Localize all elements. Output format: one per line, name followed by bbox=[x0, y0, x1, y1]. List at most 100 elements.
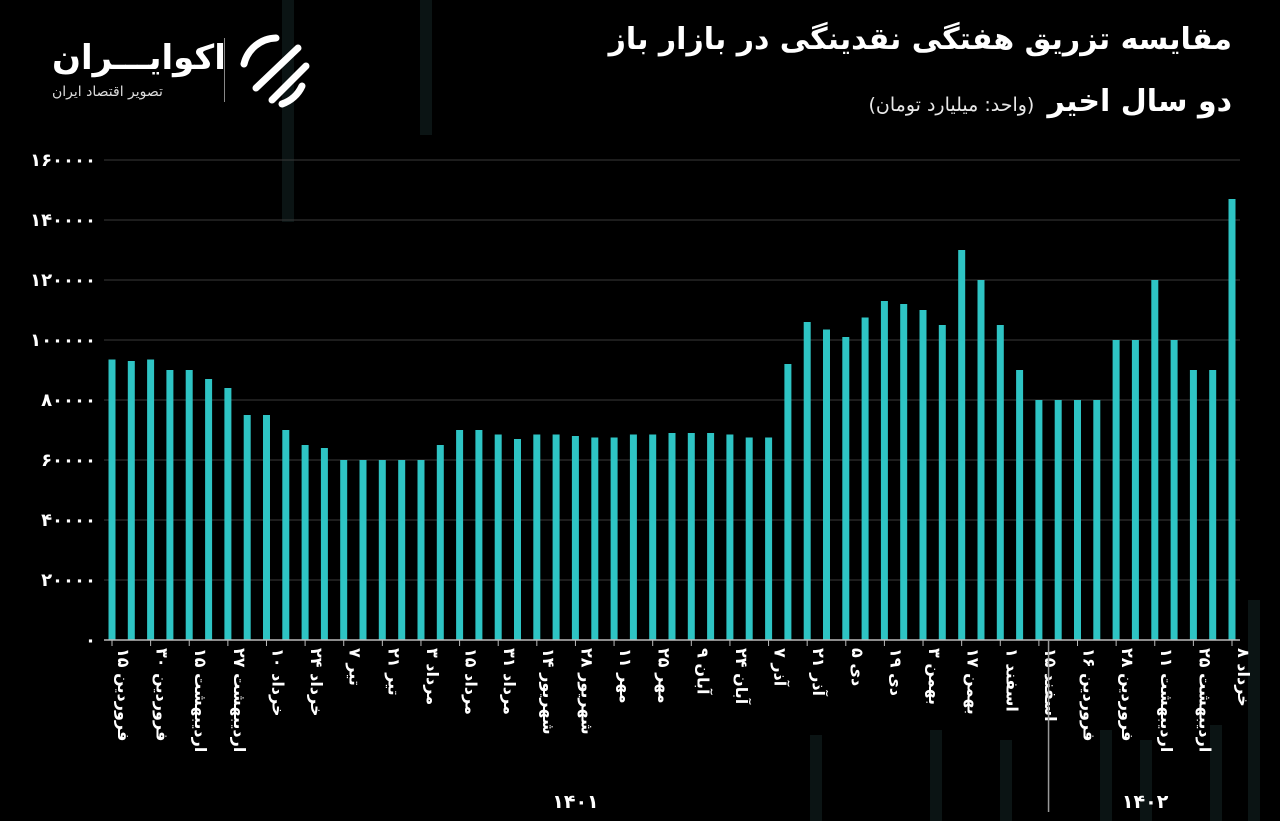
x-tick-label: ۱۱ اردیبهشت bbox=[1157, 648, 1176, 752]
brand-name: اکوایـــران bbox=[52, 38, 226, 78]
year-label: ۱۴۰۱ bbox=[552, 791, 598, 813]
x-tick-label: ۱ اسفند bbox=[1002, 648, 1021, 712]
bar bbox=[880, 301, 888, 640]
logo-mark-icon bbox=[240, 34, 310, 108]
bar bbox=[687, 433, 695, 640]
bar bbox=[475, 430, 483, 640]
axes bbox=[104, 639, 1240, 646]
bar bbox=[1112, 340, 1120, 640]
bar bbox=[938, 325, 946, 640]
x-tick-label: ۱۱ مهر bbox=[616, 648, 635, 704]
bar bbox=[1209, 370, 1217, 640]
bar bbox=[359, 460, 367, 640]
bar bbox=[1035, 400, 1043, 640]
bar bbox=[533, 434, 541, 640]
bar bbox=[1054, 400, 1062, 640]
bar bbox=[1074, 400, 1081, 640]
bar bbox=[166, 370, 174, 640]
chart-title-line2: دو سال اخیر bbox=[1047, 84, 1232, 119]
x-tick-label: ۲۱ تیر bbox=[384, 648, 403, 696]
x-tick-label: ۳ بهمن bbox=[925, 648, 944, 705]
x-tick-label: ۲۸ شهریور bbox=[577, 648, 596, 735]
x-tick-label: ۵ دی bbox=[848, 648, 867, 686]
bar bbox=[1016, 370, 1024, 640]
bar bbox=[205, 379, 213, 640]
bar bbox=[301, 445, 309, 640]
bar bbox=[591, 437, 599, 640]
x-tick-label: ۲۸ فروردین bbox=[1118, 648, 1137, 741]
x-tick-label: ۱۵ اسفند bbox=[1041, 648, 1060, 722]
unit-label: (واحد: میلیارد تومان) bbox=[868, 94, 1035, 116]
ecoiran-logo bbox=[240, 34, 310, 108]
x-tick-label: ۸ خرداد bbox=[1234, 648, 1253, 707]
bar bbox=[224, 388, 232, 640]
y-tick-label: ۱۲۰۰۰۰ bbox=[30, 270, 96, 291]
bar bbox=[108, 359, 116, 640]
y-tick-label: ۰ bbox=[85, 630, 96, 651]
bar bbox=[436, 445, 444, 640]
bar bbox=[185, 370, 193, 640]
y-tick-label: ۲۰۰۰۰ bbox=[41, 570, 96, 591]
x-tick-label: ۱۹ دی bbox=[886, 648, 905, 696]
x-tick-label: ۱۰ خرداد bbox=[268, 648, 287, 717]
x-tick-label: ۱۵ اردیبهشت bbox=[191, 648, 210, 752]
bar bbox=[147, 359, 155, 640]
bar bbox=[1228, 199, 1236, 640]
x-tick-label: ۳۱ مرداد bbox=[500, 648, 519, 715]
bar bbox=[282, 430, 290, 640]
x-tick-label: ۲۵ مهر bbox=[655, 648, 674, 704]
bar bbox=[861, 317, 869, 640]
year-groups: ۱۴۰۱ ۱۴۰۲ bbox=[552, 640, 1169, 813]
chart-title: مقایسه تزریق هفتگی نقدینگی در بازار باز bbox=[608, 22, 1232, 57]
x-tick-label: ۲۱ آذر bbox=[809, 648, 829, 697]
bar bbox=[514, 439, 521, 640]
x-tick-label: ۱۵ فروردین bbox=[114, 648, 133, 741]
chart-subtitle: دو سال اخیر (واحد: میلیارد تومان) bbox=[868, 84, 1232, 119]
bar bbox=[243, 415, 251, 640]
y-tick-label: ۱۶۰۰۰۰ bbox=[30, 150, 96, 171]
y-tick-label: ۶۰۰۰۰ bbox=[41, 450, 96, 471]
x-tick-labels: ۱۵ فروردین ۳۰ فروردین ۱۵ اردیبهشت ۲۷ اردیبه… bbox=[114, 648, 1253, 752]
bar bbox=[263, 415, 270, 640]
brand-tagline: تصویر اقتصاد ایران bbox=[52, 84, 163, 100]
x-tick-label: ۱۷ بهمن bbox=[964, 648, 983, 715]
bar bbox=[803, 322, 811, 640]
bar bbox=[823, 329, 830, 640]
bar bbox=[649, 434, 657, 640]
bar bbox=[629, 434, 637, 640]
x-tick-label: ۳ مرداد bbox=[423, 648, 442, 705]
x-tick-label: ۲۵ اردیبهشت bbox=[1195, 648, 1214, 752]
bar bbox=[320, 448, 328, 640]
bar bbox=[842, 337, 850, 640]
bar bbox=[1131, 340, 1139, 640]
bar bbox=[398, 460, 406, 640]
bar bbox=[552, 434, 560, 640]
year-label: ۱۴۰۲ bbox=[1122, 791, 1169, 813]
bar bbox=[456, 430, 464, 640]
bar bbox=[571, 436, 579, 640]
bar bbox=[996, 325, 1004, 640]
x-tick-label: ۲۴ آبان bbox=[732, 648, 752, 705]
bar bbox=[417, 460, 425, 640]
y-tick-label: ۴۰۰۰۰ bbox=[41, 510, 96, 531]
y-tick-label: ۸۰۰۰۰ bbox=[41, 390, 96, 411]
x-tick-label: ۱۵ مرداد bbox=[462, 648, 481, 715]
x-tick-label: ۲۴ خرداد bbox=[307, 648, 326, 717]
bars bbox=[108, 199, 1236, 640]
bar bbox=[900, 304, 908, 640]
bar bbox=[707, 433, 715, 640]
x-tick-label: ۷ تیر bbox=[346, 648, 365, 686]
x-tick-label: ۱۶ فروردین bbox=[1080, 648, 1099, 741]
x-tick-label: ۱۴ شهریور bbox=[539, 648, 558, 735]
bar bbox=[378, 460, 386, 640]
bar bbox=[745, 437, 753, 640]
x-tick-label: ۷ آذر bbox=[771, 648, 791, 687]
x-tick-label: ۹ آبان bbox=[693, 648, 713, 695]
bar bbox=[919, 310, 927, 640]
y-tick-labels: ۰ ۲۰۰۰۰ ۴۰۰۰۰ ۶۰۰۰۰ ۸۰۰۰۰ ۱۰۰۰۰۰ ۱۲۰۰۰۰ ۱۴۰۰۰۰ ۱… bbox=[30, 150, 96, 651]
bar bbox=[958, 250, 966, 640]
bar bbox=[610, 437, 618, 640]
bar bbox=[765, 437, 773, 640]
